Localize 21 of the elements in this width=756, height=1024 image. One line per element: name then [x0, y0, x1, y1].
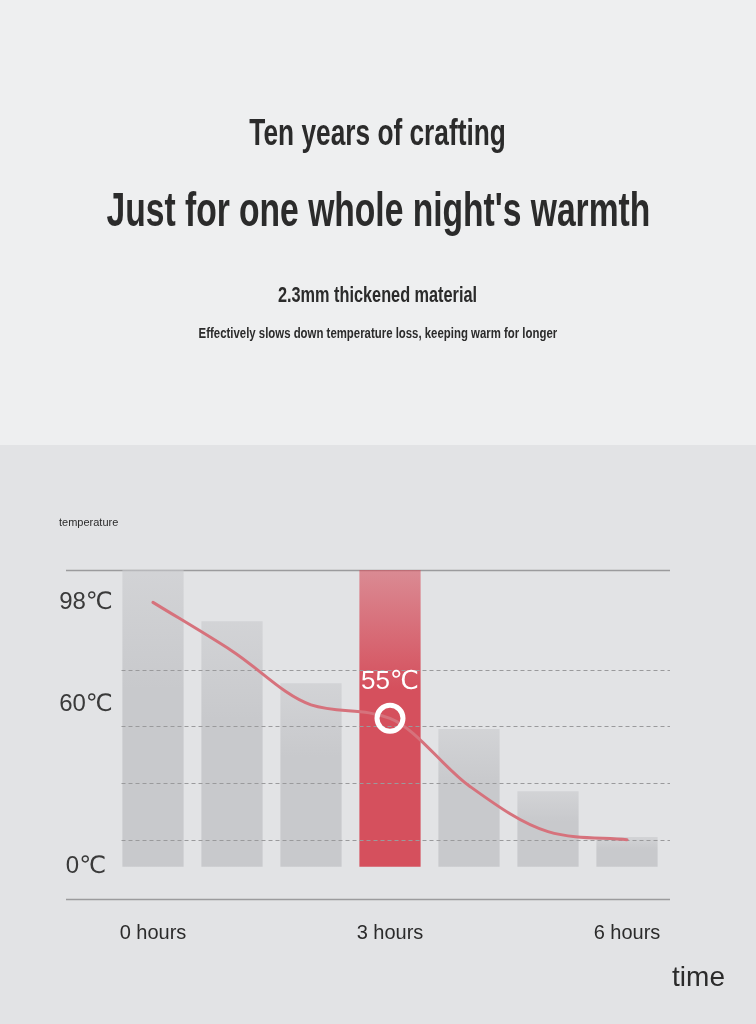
bar — [359, 570, 421, 867]
data-label: 55℃ — [360, 665, 420, 696]
x-tick-label: 0 hours — [119, 920, 187, 943]
bar — [438, 729, 500, 867]
bar — [596, 836, 658, 867]
y-tick-label: 0℃ — [65, 851, 107, 879]
chart-title: Ten years of crafting — [249, 110, 507, 155]
bar — [280, 683, 342, 867]
y-axis-title: temperature — [59, 516, 119, 529]
bar — [201, 621, 263, 867]
x-tick-label: 3 hours — [356, 920, 424, 943]
line-series — [151, 600, 629, 842]
y-tick-label: 98℃ — [59, 586, 113, 614]
x-axis-title: time — [672, 960, 725, 992]
text: Effectively slows down temperature loss, keeping warm for longer — [198, 324, 558, 342]
text: 2.3mm thickened material — [278, 281, 478, 309]
chart-subtitle: Just for one whole night's warmth — [106, 182, 650, 239]
x-tick-label: 6 hours — [593, 920, 661, 943]
bar — [122, 570, 184, 867]
bar — [517, 791, 579, 867]
y-tick-label: 60℃ — [59, 689, 113, 717]
